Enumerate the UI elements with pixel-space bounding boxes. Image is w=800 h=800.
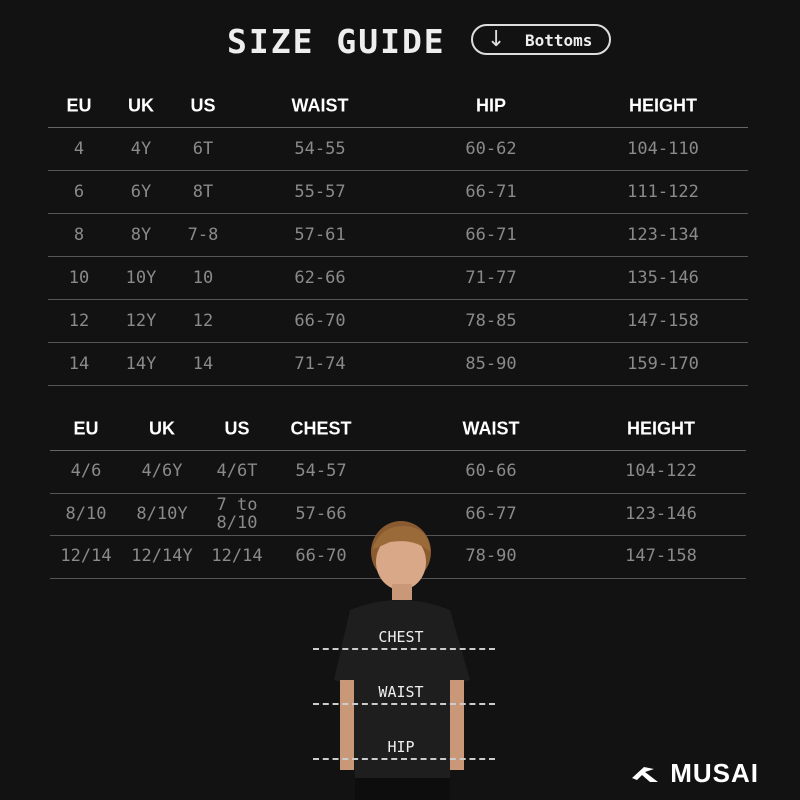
column-header: HEIGHT — [626, 418, 696, 438]
page-title: SIZE GUIDE — [227, 22, 446, 61]
hip-line — [313, 758, 495, 760]
table-cell: 60-66 — [465, 461, 517, 481]
column-header: UK — [128, 95, 154, 115]
table-cell: 54-55 — [294, 138, 346, 159]
table-header-row: EU UK US WAIST HIP HEIGHT — [48, 84, 748, 128]
table-row: 10 10Y 10 62-66 71-77 135-146 — [48, 256, 748, 300]
table-cell: 57-66 — [295, 503, 347, 524]
table-cell: 71-74 — [294, 353, 346, 374]
musai-logo-icon — [632, 767, 658, 782]
table-row: 4 4Y 6T 54-55 60-62 104-110 — [48, 127, 748, 171]
table-row: 6 6Y 8T 55-57 66-71 111-122 — [48, 170, 748, 214]
column-header: US — [190, 95, 216, 115]
table-cell: 14Y — [125, 353, 157, 374]
table-cell: 12/14 — [60, 546, 112, 566]
table-cell: 147-158 — [627, 310, 699, 331]
table-row: 14 14Y 14 71-74 85-90 159-170 — [48, 342, 748, 386]
table-cell: 7 to 8/10 — [216, 494, 258, 533]
table-cell: 8Y — [130, 224, 152, 245]
table-cell: 6T — [192, 138, 214, 159]
table-cell: 85-90 — [465, 353, 517, 374]
table-cell: 159-170 — [627, 353, 699, 374]
table-cell: 12 — [68, 310, 90, 331]
table-cell: 123-134 — [627, 224, 699, 245]
chest-label: CHEST — [378, 628, 424, 646]
table-cell: 66-70 — [294, 310, 346, 331]
table-row: 8 8Y 7-8 57-61 66-71 123-134 — [48, 213, 748, 257]
table-cell: 8/10Y — [136, 503, 188, 524]
table-cell: 12/14 — [211, 546, 263, 566]
table-cell: 8/10 — [65, 503, 107, 524]
table-row: 8/10 8/10Y 7 to 8/10 57-66 66-77 123-146 — [50, 492, 746, 536]
table-cell: 4Y — [130, 138, 152, 159]
table-cell: 12/14Y — [131, 546, 193, 566]
table-cell: 12 — [192, 310, 214, 331]
category-label: Bottoms — [525, 31, 593, 50]
table-cell: 4/6Y — [141, 461, 183, 481]
table-cell: 66-70 — [295, 546, 347, 566]
column-header: EU — [73, 418, 99, 438]
column-header: HIP — [475, 95, 507, 115]
table-cell: 123-146 — [625, 503, 697, 524]
table-header-row: EU UK US CHEST WAIST HEIGHT — [50, 407, 746, 451]
waist-label: WAIST — [378, 683, 424, 701]
table-cell: 66-71 — [465, 224, 517, 245]
table-cell: 10 — [68, 267, 90, 288]
brand-logo: MUSAI — [630, 758, 759, 789]
hip-label: HIP — [387, 738, 415, 756]
table-cell: 4/6T — [216, 461, 258, 481]
column-header: UK — [149, 418, 175, 438]
table-cell: 8T — [192, 181, 214, 202]
column-header: CHEST — [290, 418, 352, 438]
table-cell: 6Y — [130, 181, 152, 202]
table-row: 4/6 4/6Y 4/6T 54-57 60-66 104-122 — [50, 450, 746, 494]
table-cell: 8 — [73, 224, 85, 245]
table-cell: 71-77 — [465, 267, 517, 288]
table-cell: 60-62 — [465, 138, 517, 159]
column-header: HEIGHT — [628, 95, 698, 115]
table-cell: 6 — [73, 181, 85, 202]
column-header: EU — [66, 95, 92, 115]
table-cell: 135-146 — [627, 267, 699, 288]
table-cell: 14 — [68, 353, 90, 374]
table-cell: 57-61 — [294, 224, 346, 245]
table-cell: 55-57 — [294, 181, 346, 202]
table-cell: 4/6 — [70, 461, 102, 481]
table-cell: 66-77 — [465, 503, 517, 524]
category-pill-bottoms[interactable]: ↓ Bottoms — [471, 24, 611, 55]
table-cell: 78-85 — [465, 310, 517, 331]
column-header: WAIST — [291, 95, 349, 115]
table-cell: 7-8 — [187, 224, 219, 245]
model-photo — [334, 521, 470, 800]
column-header: WAIST — [462, 418, 520, 438]
table-cell: 62-66 — [294, 267, 346, 288]
table-cell: 12Y — [125, 310, 157, 331]
table-cell: 4 — [73, 138, 85, 159]
table-cell: 66-71 — [465, 181, 517, 202]
column-header: US — [224, 418, 250, 438]
table-cell: 14 — [192, 353, 214, 374]
waist-line — [313, 703, 495, 705]
table-cell: 10Y — [125, 267, 157, 288]
table-cell: 104-110 — [627, 138, 699, 159]
table-cell: 10 — [192, 267, 214, 288]
chest-line — [313, 648, 495, 650]
table-cell: 147-158 — [625, 546, 697, 566]
arrow-down-icon: ↓ — [487, 27, 506, 52]
table-cell: 104-122 — [625, 461, 697, 481]
table-row: 12 12Y 12 66-70 78-85 147-158 — [48, 299, 748, 343]
brand-name: MUSAI — [670, 758, 760, 788]
table-cell: 78-90 — [465, 546, 517, 566]
table-cell: 54-57 — [295, 461, 347, 481]
table-cell: 111-122 — [627, 181, 699, 202]
